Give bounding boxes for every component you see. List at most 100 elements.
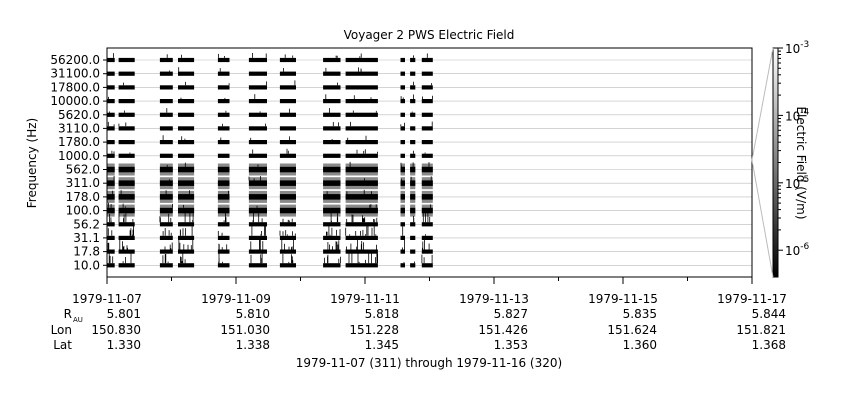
band-spikes [108,202,112,208]
band-bar [323,180,341,186]
data-segment [400,57,405,268]
band-bar [178,194,195,200]
ephemeris-row-label: R [64,307,72,321]
band-bar [217,222,230,227]
band-bar [279,112,296,117]
band-bar [159,194,173,200]
band-bar [178,71,195,76]
band-bar [118,140,135,145]
band-bar [400,126,405,131]
band-bar [217,153,230,158]
band-bar [118,222,135,227]
band-bar [248,180,267,186]
colorbar-label: Electric Field (V/m) [794,106,808,219]
band-bar [159,263,173,268]
band-bar [248,153,267,158]
band-bar [107,166,115,173]
band-spikes [327,240,340,250]
colorbar: 10-3 10-4 10-5 10-6 [751,40,810,278]
band-bar [118,166,135,173]
band-bar [217,99,230,104]
band-spikes [106,53,114,58]
band-bar [248,194,267,200]
band-bar [107,126,115,131]
band-bar [345,153,378,158]
band-bar [323,222,341,227]
band-spikes [122,253,132,264]
band-bar [217,180,230,186]
band-bar [345,249,378,254]
band-bar [217,140,230,145]
band-spikes [218,53,225,58]
band-bar [400,153,405,158]
band-bar [345,85,378,90]
band-bar [107,235,115,240]
band-spikes [109,213,112,223]
x-tick-label: 1979-11-13 [459,292,529,306]
band-bar [178,153,195,158]
band-bar [421,166,433,173]
band-bar [159,166,173,173]
band-bar [159,112,173,117]
band-bar [279,85,296,90]
band-bar [421,126,433,131]
band-bar [421,57,433,63]
band-bar [410,222,416,227]
band-bar [279,263,296,268]
band-bar [400,235,405,240]
ephemeris-value: 150.830 [91,323,141,337]
band-bar [279,207,296,214]
band-spikes [181,136,186,140]
band-bar [421,194,433,200]
band-bar [118,153,135,158]
band-bar [279,235,296,240]
band-bar [400,180,405,186]
ephemeris-value: 1.353 [494,338,528,352]
band-spikes [326,225,341,236]
band-bar [217,207,230,214]
band-bar [400,222,405,227]
band-bar [323,112,341,117]
band-bar [345,112,378,117]
band-spikes [279,230,296,236]
band-bar [410,57,416,63]
band-bar [217,263,230,268]
ephemeris-value: 1.368 [752,338,786,352]
band-spikes [252,53,267,58]
band-bar [178,263,195,268]
band-bar [107,112,115,117]
band-bar [107,85,115,90]
band-bar [400,166,405,173]
band-bar [118,99,135,104]
band-bar [400,194,405,200]
band-spikes [422,95,433,99]
x-tick-label: 1979-11-09 [201,292,271,306]
band-bar [345,71,378,76]
band-bar [118,263,135,268]
y-tick-label: 1780.0 [58,135,100,149]
band-bar [410,99,416,104]
band-bar [323,166,341,173]
band-bar [410,126,416,131]
band-spikes [332,122,339,127]
band-spikes [335,55,338,58]
band-spikes [159,213,172,223]
band-bar [118,126,135,131]
band-bar [345,180,378,186]
band-spikes [118,212,134,223]
band-bar [345,99,378,104]
band-spikes [284,54,294,58]
band-bar [118,249,135,254]
band-bar [159,85,173,90]
band-bar [345,140,378,145]
y-tick-label: 17.8 [73,245,100,259]
data-segment [159,54,173,268]
band-bar [345,263,378,268]
band-bar [400,263,405,268]
data-segment [345,53,378,268]
band-bar [217,112,230,117]
band-spikes [402,239,405,250]
band-bar [159,153,173,158]
band-spikes [107,228,113,236]
band-bar [421,249,433,254]
